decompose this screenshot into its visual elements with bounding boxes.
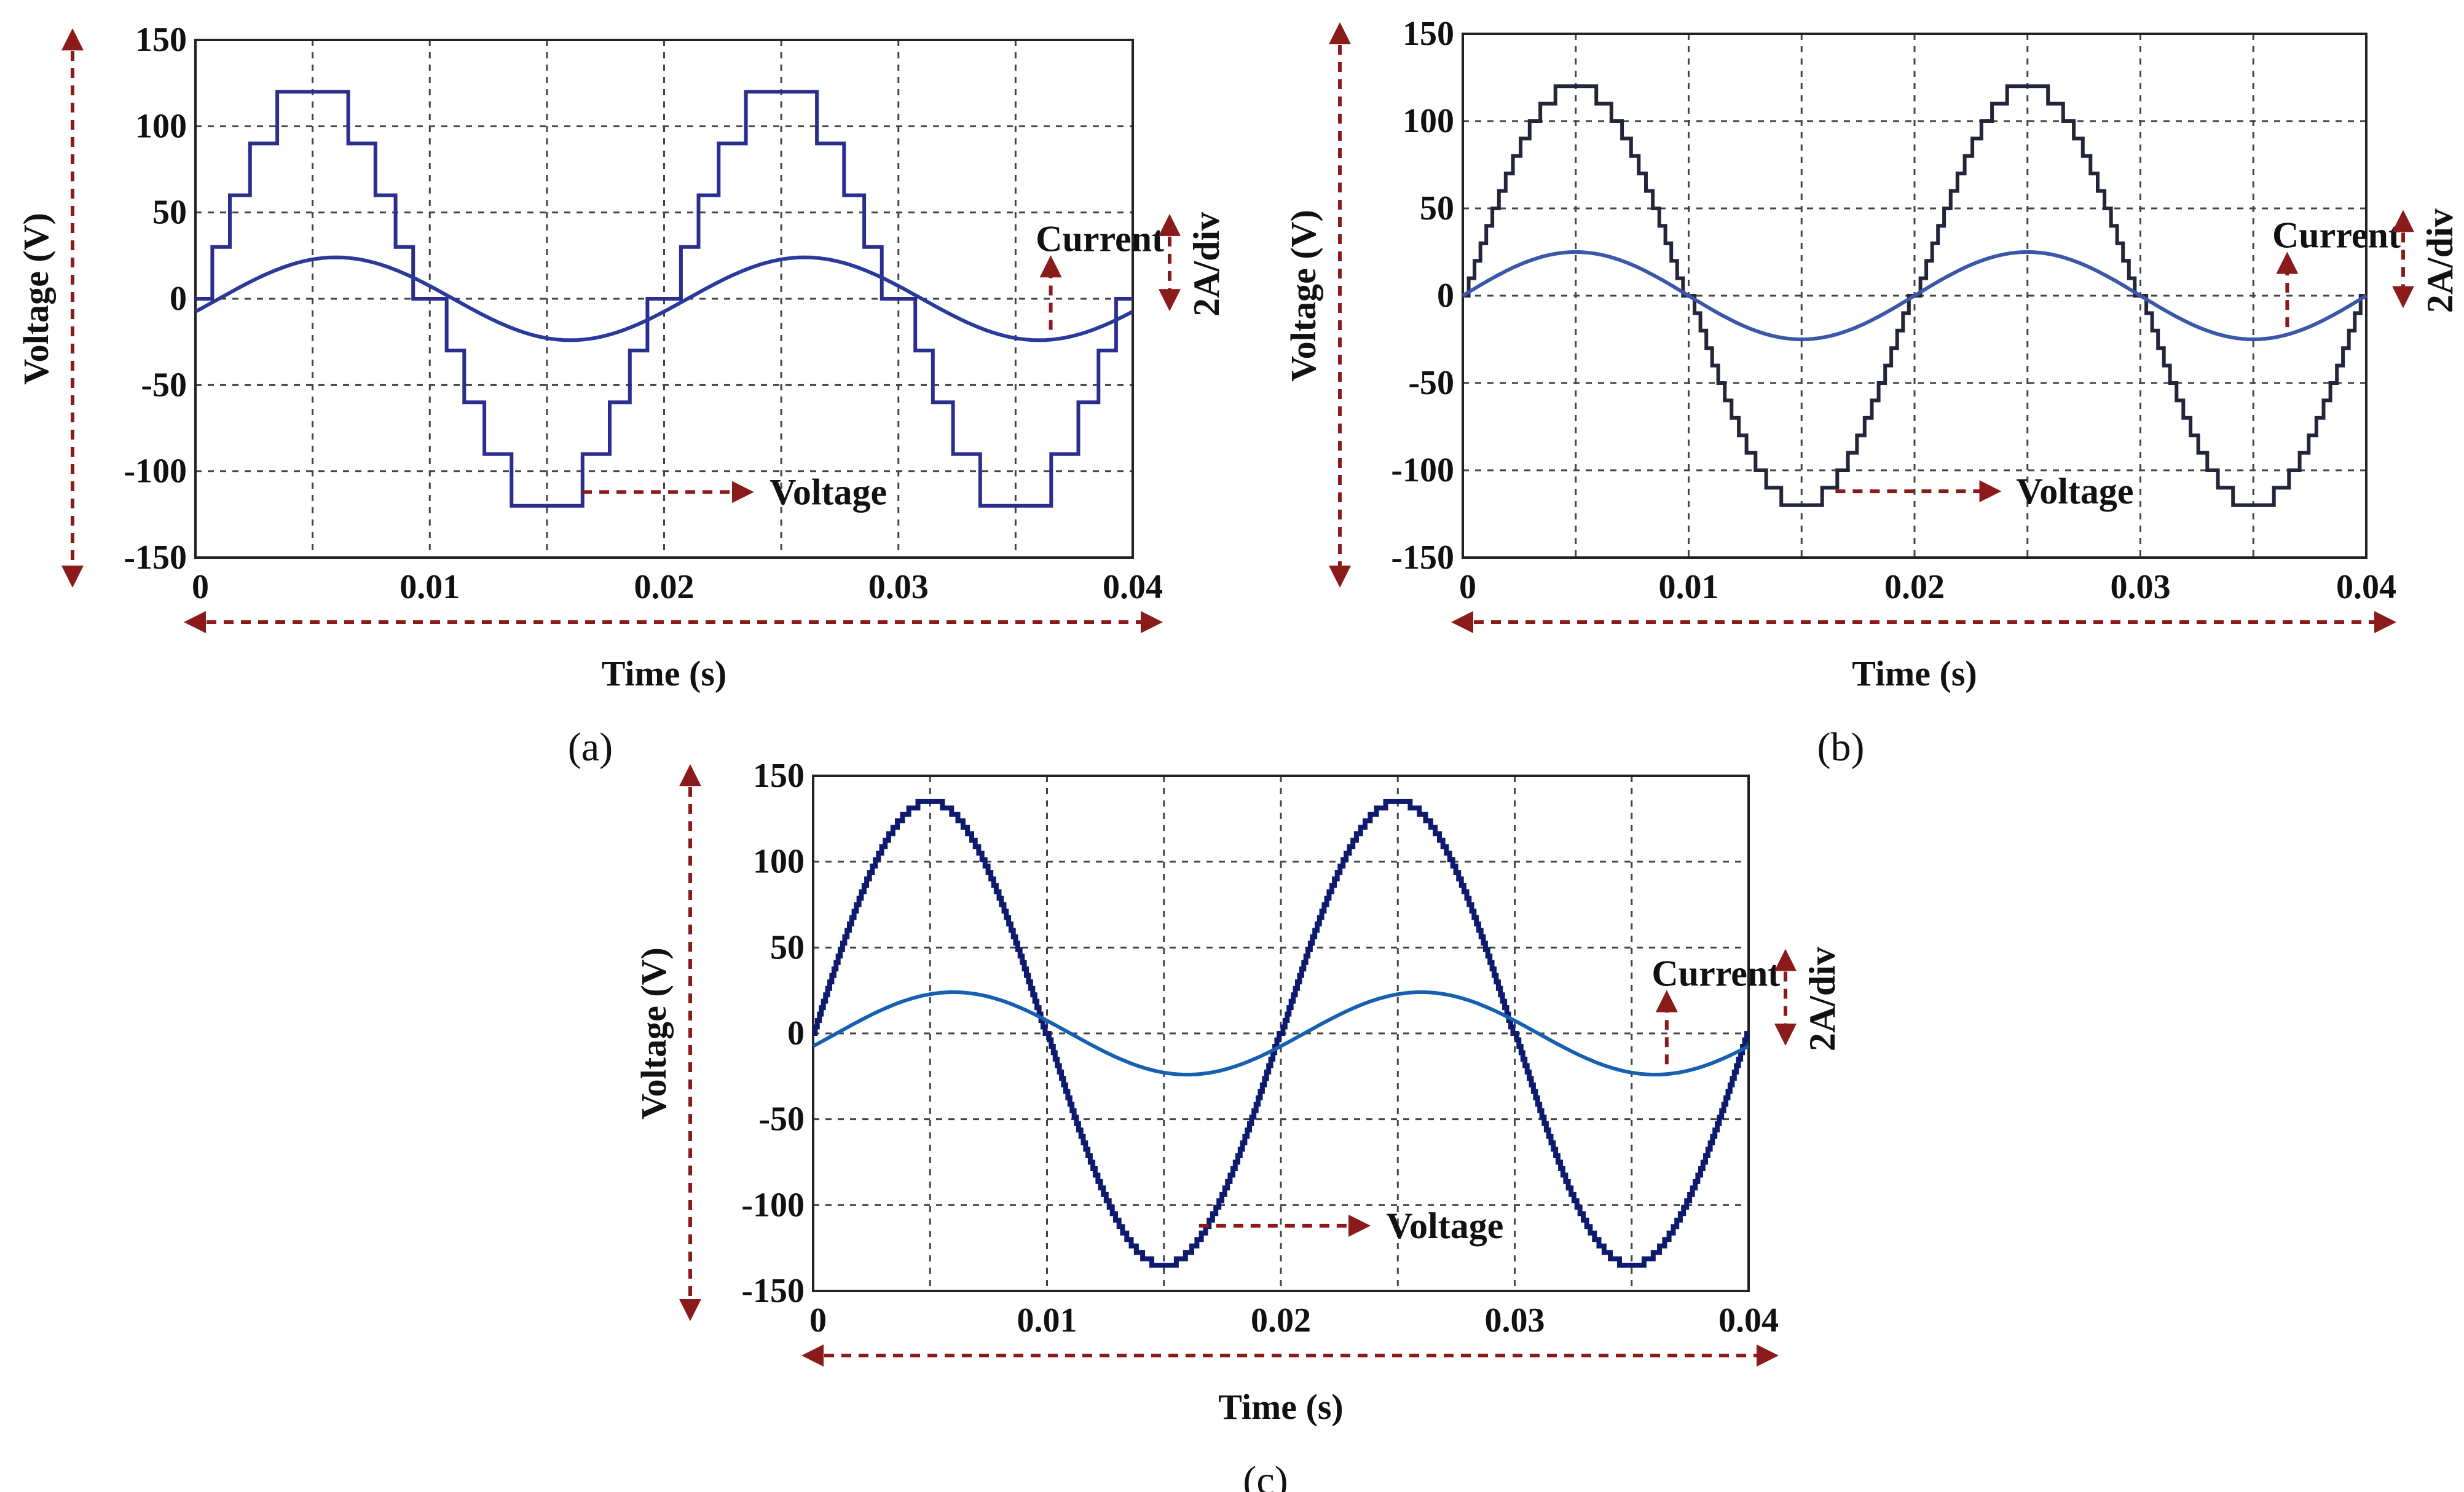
y-tick-label: -100 — [741, 1186, 805, 1224]
grid — [1463, 34, 2366, 558]
y-tick-label: -150 — [124, 539, 187, 577]
y-tick-label: -50 — [141, 366, 187, 404]
y-tick-label: 0 — [170, 280, 187, 318]
voltage-label: Voltage — [770, 472, 887, 512]
y-tick-label: 100 — [135, 107, 187, 145]
current-series-line — [1462, 250, 2368, 341]
x-axis-title: Time (s) — [1218, 1387, 1344, 1427]
x-axis-title: Time (s) — [1852, 653, 1977, 693]
y-tick-label: -100 — [124, 452, 187, 491]
x-tick-label: 0.01 — [400, 568, 460, 606]
y-axis-title: Voltage (V) — [16, 213, 56, 385]
current-label: Current — [1036, 218, 1164, 259]
x-axis-title: Time (s) — [602, 653, 727, 693]
x-tick-label: 0.02 — [634, 568, 695, 606]
y-tick-label: 50 — [1420, 189, 1454, 227]
x-tick-label: 0.03 — [1485, 1301, 1545, 1340]
x-tick-label: 0.01 — [1017, 1301, 1077, 1340]
x-tick-label: 0.03 — [2111, 568, 2171, 606]
current-series-line — [812, 990, 1750, 1076]
panel-label: (a) — [568, 725, 613, 770]
y-tick-label: 150 — [1403, 15, 1454, 53]
x-tick-label: 0.04 — [2336, 568, 2396, 606]
y-axis-title: Voltage (V) — [634, 947, 674, 1119]
y-tick-label: -50 — [758, 1100, 805, 1139]
scale-label: 2A/div — [1186, 212, 1227, 317]
x-tick-label: 0 — [809, 1301, 827, 1340]
y-tick-label: 150 — [135, 21, 187, 59]
y-tick-label: -150 — [1391, 539, 1454, 577]
voltage-label: Voltage — [2016, 471, 2133, 511]
x-tick-label: 0.04 — [1718, 1301, 1779, 1340]
scale-label: 2A/div — [2420, 208, 2460, 313]
x-tick-label: 0.02 — [1884, 568, 1945, 606]
panel-label: (c) — [1243, 1458, 1288, 1492]
y-axis-title: Voltage (V) — [1283, 210, 1323, 382]
y-tick-label: 150 — [753, 757, 805, 795]
x-tick-label: 0.03 — [868, 568, 929, 606]
y-tick-label: -100 — [1391, 451, 1454, 489]
y-tick-label: 100 — [1403, 102, 1454, 140]
current-label: Current — [2272, 215, 2401, 256]
x-tick-label: 0.04 — [1103, 568, 1163, 606]
x-tick-label: 0 — [192, 568, 209, 606]
x-tick-label: 0 — [1459, 568, 1476, 606]
y-tick-label: 100 — [753, 843, 805, 881]
voltage-label: Voltage — [1386, 1206, 1503, 1246]
x-tick-label: 0.02 — [1251, 1301, 1311, 1340]
y-tick-label: -50 — [1408, 364, 1454, 402]
voltage-series-line — [195, 90, 1133, 508]
scale-label: 2A/div — [1802, 947, 1843, 1051]
voltage-series-line — [813, 799, 1749, 1268]
current-label: Current — [1651, 953, 1780, 994]
x-tick-label: 0.01 — [1659, 568, 1719, 606]
y-tick-label: -150 — [741, 1272, 805, 1310]
y-tick-label: 0 — [1437, 277, 1454, 315]
current-series-line — [194, 255, 1134, 342]
y-tick-label: 0 — [787, 1014, 805, 1052]
panel-label: (b) — [1817, 725, 1865, 770]
y-tick-label: 50 — [770, 928, 805, 966]
y-tick-label: 50 — [152, 194, 187, 232]
